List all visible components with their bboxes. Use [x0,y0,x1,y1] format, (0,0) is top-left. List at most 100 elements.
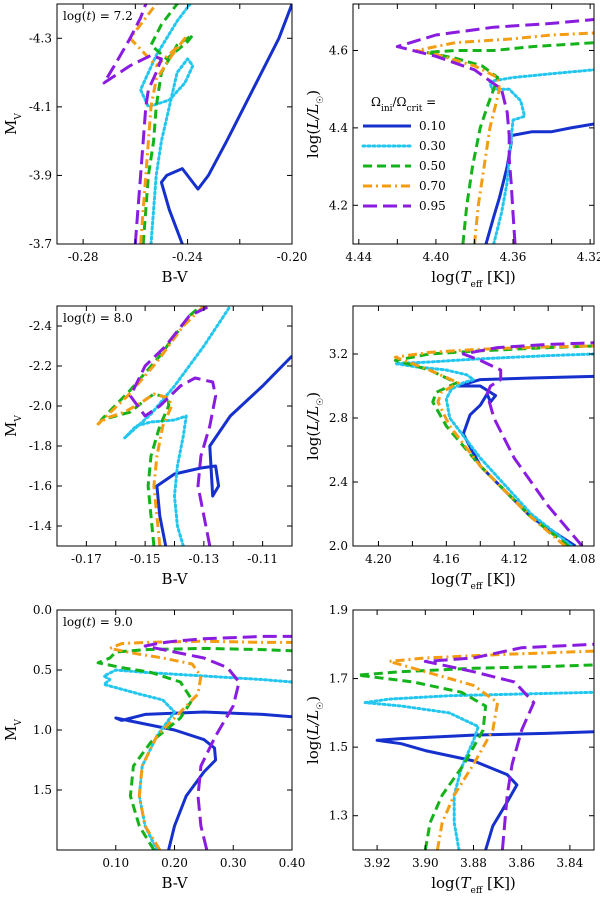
x-tick-label: 3.86 [508,856,535,870]
legend: Ωini/Ωcrit = 0.10 0.30 0.50 0.70 0.95 [361,95,446,213]
y-tick-label: -1.8 [29,439,52,453]
series-line-0.95 [395,18,594,244]
y-axis-label: MV [2,113,24,135]
x-tick-label: -0.15 [130,552,161,566]
x-tick-label: 0.20 [161,856,188,870]
x-tick-label: 4.08 [569,552,596,566]
y-tick-label: -4.3 [29,31,52,45]
age-annotation: log(t) = 9.0 [63,615,133,629]
series-line-0.10 [155,354,292,546]
x-axis-label: B-V [161,268,188,286]
legend-label-0.10: 0.10 [419,119,446,133]
y-tick-label: 1.7 [329,672,348,686]
series-group [102,4,292,244]
y-tick-label: 4.6 [329,43,348,57]
x-axis-label: log(Teff [K]) [431,268,516,290]
panel-p4: 4.20 4.16 4.12 4.08 2.0 2.4 2.8 3.2 log(Teff [K]… [304,305,596,592]
series-line-0.95 [128,306,218,546]
series-line-0.10 [114,710,292,850]
y-tick-label: -1.6 [29,479,52,493]
series-line-0.70 [415,31,594,244]
series-line-0.30 [488,68,594,244]
x-axis-label: log(Teff [K]) [431,570,516,592]
x-tick-label: 3.88 [460,856,487,870]
panel-p3: -0.17 -0.15 -0.13 -0.11 -1.4 -1.6 -1.8 -2.0 -2.2… [2,305,293,588]
x-tick-label: -0.20 [277,250,308,264]
series-group [96,306,292,546]
y-tick-label: 2.0 [329,539,348,553]
legend-label-0.30: 0.30 [419,139,446,153]
series-line-0.10 [375,730,594,850]
series-line-0.70 [108,639,292,850]
x-tick-label: 4.44 [345,250,372,264]
x-tick-label: 4.20 [365,552,392,566]
series-line-0.50 [96,646,292,850]
series-group [395,18,594,244]
y-tick-label: 1.5 [33,783,52,797]
panel-p2: 4.44 4.40 4.36 4.32 4.2 4.4 4.6 log(Teff [K]) lo… [304,3,600,290]
y-tick-label: -2.0 [29,399,52,413]
y-tick-label: -2.2 [29,359,52,373]
x-tick-label: 3.92 [364,856,391,870]
series-line-0.30 [139,4,195,244]
y-axis-label: log(L/L☉) [304,90,326,158]
y-axis-label: log(L/L☉) [304,392,326,460]
y-tick-label: -4.1 [29,100,52,114]
y-tick-label: 3.2 [329,347,348,361]
y-tick-label: 0.0 [33,603,52,617]
x-tick-label: 4.40 [423,250,450,264]
panel-p5: 0.10 0.20 0.30 0.40 0.0 0.5 1.0 1.5 B-V MV log(t) … [2,603,305,892]
x-tick-label: 4.36 [500,250,527,264]
y-tick-label: 4.4 [329,121,348,135]
series-line-0.30 [102,668,292,850]
series-group [96,634,292,850]
y-tick-label: -1.4 [29,519,53,533]
series-line-0.50 [356,663,594,850]
y-axis-label: MV [2,415,24,437]
series-line-0.70 [96,306,205,546]
series-line-0.30 [393,352,594,546]
y-tick-label: 4.2 [329,198,348,212]
series-line-0.95 [102,4,163,244]
y-axis-label: log(L/L☉) [304,696,326,764]
x-tick-label: -0.13 [188,552,219,566]
x-tick-label: 0.10 [102,856,129,870]
series-line-0.10 [159,4,292,244]
y-tick-label: 2.8 [329,411,348,425]
y-tick-label: -3.9 [29,168,52,182]
y-tick-label: 0.5 [33,663,52,677]
y-tick-label: 1.5 [329,740,348,754]
series-line-0.95 [143,634,292,850]
plot-frame [56,3,293,245]
x-tick-label: 4.32 [577,250,600,264]
x-tick-label: -0.17 [71,552,102,566]
series-line-0.95 [423,642,594,850]
legend-label-0.95: 0.95 [419,199,446,213]
y-tick-label: -2.4 [29,319,53,333]
x-tick-label: 3.84 [557,856,584,870]
series-line-0.50 [393,344,594,546]
x-tick-label: 4.12 [501,552,528,566]
y-tick-label: 1.0 [33,723,52,737]
y-tick-label: 1.9 [329,603,348,617]
series-line-0.95 [461,341,594,546]
legend-label-0.50: 0.50 [419,159,446,173]
series-line-0.70 [387,649,594,850]
x-tick-label: -0.28 [68,250,99,264]
x-tick-label: 3.90 [412,856,439,870]
panel-p6: 3.92 3.90 3.88 3.86 3.84 1.3 1.5 1.7 1.9 log(Teff… [304,603,595,896]
series-line-0.10 [456,374,594,546]
panel-p1: -0.28 -0.24 -0.20 -3.7 -3.9 -4.1 -4.3 B-V MV log(… [2,3,308,286]
series-group [393,341,594,546]
x-tick-label: -0.11 [247,552,278,566]
x-axis-label: B-V [161,874,188,892]
legend-label-0.70: 0.70 [419,179,446,193]
series-line-0.70 [128,4,187,244]
plot-frame [352,3,595,245]
series-line-0.50 [424,41,594,244]
x-tick-label: 0.30 [220,856,247,870]
age-annotation: log(t) = 8.0 [63,311,133,325]
x-tick-label: 0.40 [279,856,306,870]
series-line-0.10 [484,122,594,244]
legend-title: Ωini/Ωcrit = [371,95,436,114]
